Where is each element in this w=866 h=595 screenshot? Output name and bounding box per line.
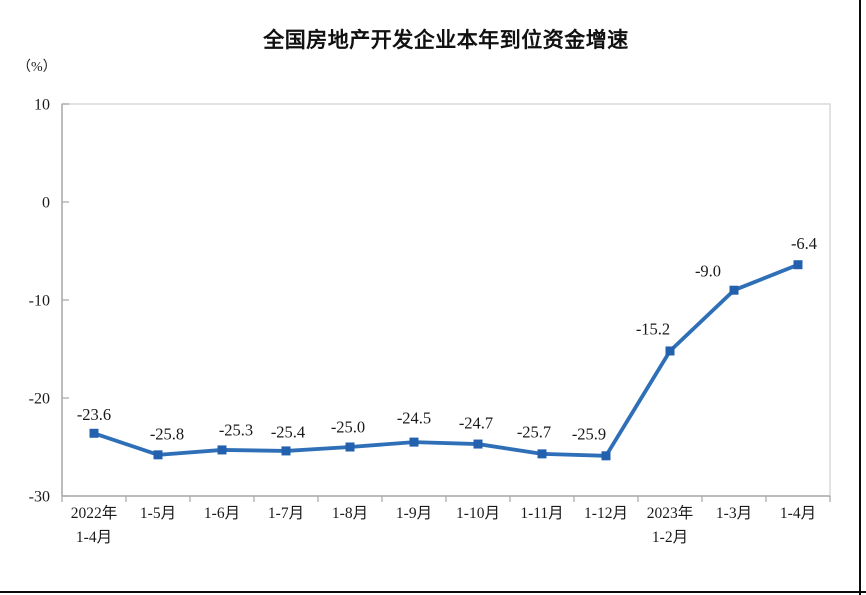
data-label: -15.2	[636, 319, 670, 338]
y-tick-label: 0	[42, 195, 50, 212]
chart-title: 全国房地产开发企业本年到位资金增速	[263, 29, 629, 52]
x-tick-label: 1-2月	[652, 529, 688, 546]
y-tick-label: -20	[29, 391, 50, 408]
data-line	[92, 262, 800, 458]
data-point-marker	[281, 446, 291, 456]
x-tick-label: 1-4月	[76, 529, 112, 546]
data-point-marker	[153, 450, 163, 460]
data-label: -25.8	[150, 424, 184, 443]
y-tick-label: -10	[29, 293, 50, 310]
data-point-marker	[601, 451, 611, 461]
y-axis-unit-label: （%）	[17, 60, 57, 75]
data-label: -25.7	[517, 422, 551, 441]
data-point-marker	[473, 439, 483, 449]
x-tick-label: 1-11月	[520, 505, 563, 522]
x-tick-label: 1-12月	[584, 505, 628, 522]
data-label: -25.0	[331, 418, 365, 437]
data-label: -6.4	[791, 234, 817, 253]
x-tick-label: 1-6月	[204, 505, 240, 522]
x-tick-label: 1-5月	[140, 505, 176, 522]
y-tick-label: 10	[34, 97, 50, 114]
data-point-marker	[217, 445, 227, 455]
y-tick-label: -30	[29, 489, 50, 506]
data-label: -23.6	[77, 405, 111, 424]
data-point-marker	[665, 346, 675, 356]
x-tick-label: 2022年	[71, 504, 118, 522]
x-tick-label: 1-8月	[332, 505, 368, 522]
data-point-marker	[345, 442, 355, 452]
data-label: -25.3	[219, 420, 253, 439]
data-point-marker	[793, 260, 803, 270]
data-label: -25.4	[271, 422, 305, 441]
data-point-marker	[89, 428, 99, 438]
data-label: -9.0	[695, 262, 721, 281]
x-tick-label: 1-7月	[268, 505, 304, 522]
data-point-marker	[729, 285, 739, 295]
data-point-marker	[409, 437, 419, 447]
data-label: -24.7	[459, 414, 493, 433]
x-tick-label: 1-9月	[396, 505, 432, 522]
x-tick-label: 1-3月	[716, 505, 752, 522]
page-border-right	[859, 0, 861, 595]
x-tick-label: 2023年	[647, 504, 694, 522]
data-point-marker	[537, 449, 547, 459]
x-tick-label: 1-10月	[456, 505, 500, 522]
page-border-bottom	[0, 591, 866, 593]
data-label: -24.5	[397, 409, 431, 428]
x-tick-label: 1-4月	[780, 505, 816, 522]
data-label: -25.9	[572, 424, 606, 443]
